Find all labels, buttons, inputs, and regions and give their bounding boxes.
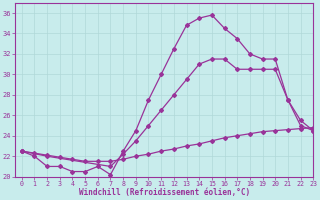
X-axis label: Windchill (Refroidissement éolien,°C): Windchill (Refroidissement éolien,°C): [79, 188, 250, 197]
